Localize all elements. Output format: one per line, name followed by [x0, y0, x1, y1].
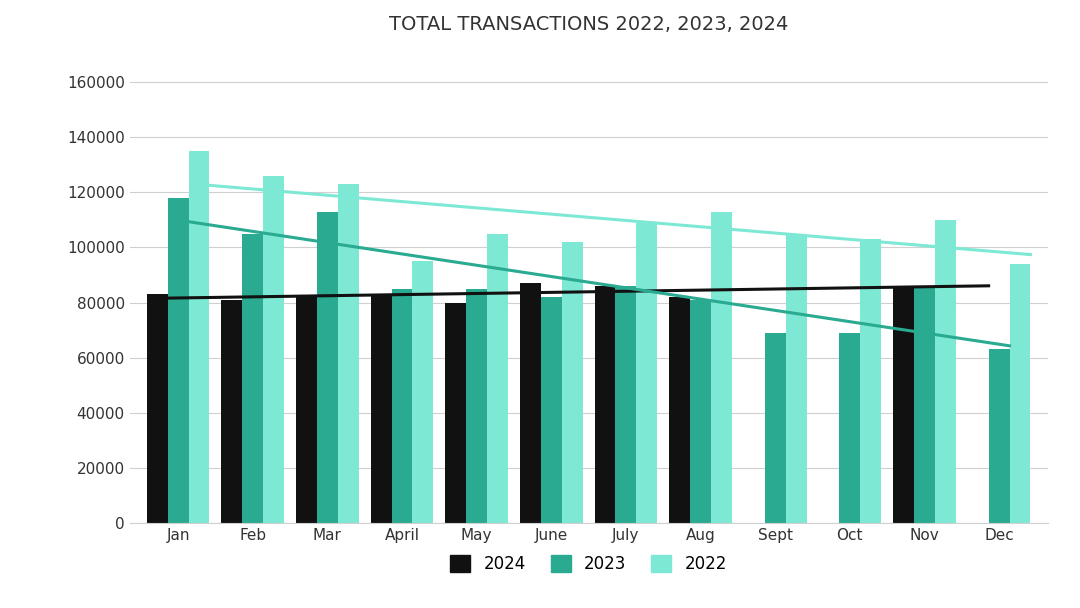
Bar	[296, 297, 316, 523]
Bar	[413, 261, 433, 523]
Bar	[690, 300, 711, 523]
Bar	[636, 223, 658, 523]
Bar	[861, 239, 881, 523]
Bar	[893, 286, 914, 523]
Bar	[1010, 264, 1030, 523]
Bar	[189, 151, 210, 523]
Bar	[935, 220, 956, 523]
Bar	[316, 212, 338, 523]
Bar	[467, 289, 487, 523]
Bar	[785, 233, 807, 523]
Bar	[616, 286, 636, 523]
Bar	[167, 198, 189, 523]
Legend: 2024, 2023, 2022: 2024, 2023, 2022	[444, 548, 733, 580]
Bar	[595, 286, 616, 523]
Bar	[711, 212, 732, 523]
Bar	[765, 333, 785, 523]
Bar	[541, 297, 562, 523]
Bar	[562, 242, 582, 523]
Bar	[370, 294, 392, 523]
Bar	[519, 283, 541, 523]
Title: TOTAL TRANSACTIONS 2022, 2023, 2024: TOTAL TRANSACTIONS 2022, 2023, 2024	[389, 15, 788, 33]
Bar	[914, 286, 935, 523]
Bar	[147, 294, 167, 523]
Bar	[221, 300, 242, 523]
Bar	[487, 233, 508, 523]
Bar	[988, 350, 1010, 523]
Bar	[445, 303, 467, 523]
Bar	[392, 289, 413, 523]
Bar	[242, 233, 264, 523]
Bar	[670, 297, 690, 523]
Bar	[264, 176, 284, 523]
Bar	[839, 333, 861, 523]
Bar	[338, 184, 359, 523]
